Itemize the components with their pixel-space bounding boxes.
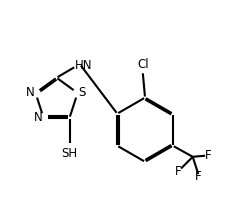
- Text: N: N: [26, 86, 34, 99]
- Text: F: F: [205, 149, 211, 162]
- Text: F: F: [175, 165, 182, 178]
- Text: S: S: [79, 86, 86, 99]
- Text: N: N: [34, 111, 42, 124]
- Text: F: F: [195, 170, 202, 183]
- Text: SH: SH: [61, 147, 78, 160]
- Text: HN: HN: [75, 59, 93, 72]
- Text: Cl: Cl: [137, 58, 149, 71]
